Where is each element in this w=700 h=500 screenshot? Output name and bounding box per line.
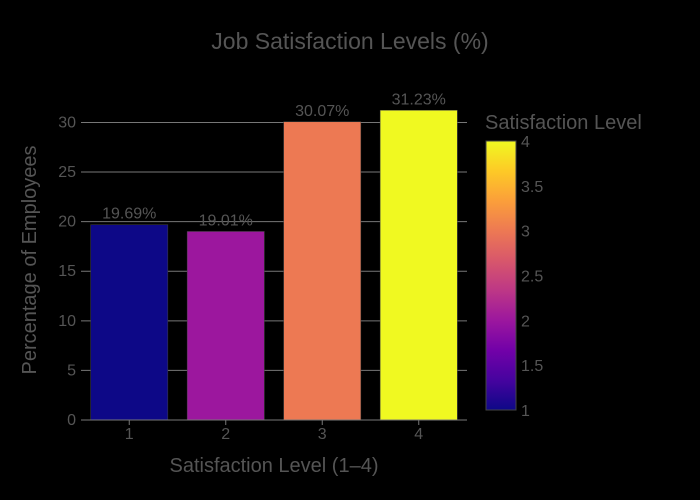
x-tick-label: 2	[221, 426, 230, 443]
colorbar-tick-label: 1.5	[521, 358, 543, 375]
y-tick-label: 5	[67, 362, 76, 379]
colorbar-tick-label: 2	[521, 313, 530, 330]
bar-4[interactable]	[379, 110, 458, 421]
y-axis-title: Percentage of Employees	[19, 145, 41, 374]
bar-data-label: 30.07%	[295, 103, 349, 120]
colorbar-tick-label: 2.5	[521, 269, 543, 286]
colorbar-tick-label: 3.5	[521, 179, 543, 196]
y-tick-label: 0	[67, 412, 76, 429]
y-tick-label: 25	[58, 164, 76, 181]
bar-data-label: 19.01%	[199, 212, 253, 229]
y-tick-label: 10	[58, 313, 76, 330]
colorbar-title: Satisfaction Level	[485, 112, 642, 134]
colorbar-tick-label: 1	[521, 403, 530, 420]
colorbar-tick-label: 4	[521, 134, 530, 151]
x-tick-label: 4	[414, 426, 423, 443]
bar-data-label: 19.69%	[102, 206, 156, 223]
bar-2[interactable]	[186, 231, 265, 421]
x-tick-label: 1	[125, 426, 134, 443]
x-tick-label: 3	[318, 426, 327, 443]
bar-3[interactable]	[283, 121, 362, 421]
y-tick-label: 20	[58, 214, 76, 231]
x-axis-title: Satisfaction Level (1–4)	[169, 455, 378, 477]
colorbar: Satisfaction Level 1 1.5 2 2.5 3 3.5 4	[485, 112, 642, 420]
y-tick-label: 30	[58, 114, 76, 131]
bar-1[interactable]	[90, 224, 169, 421]
colorbar-tick-label: 3	[521, 224, 530, 241]
bar-data-label: 31.23%	[392, 91, 446, 108]
y-tick-label: 15	[58, 263, 76, 280]
chart-title: Job Satisfaction Levels (%)	[211, 28, 488, 54]
colorbar-gradient	[485, 140, 517, 411]
